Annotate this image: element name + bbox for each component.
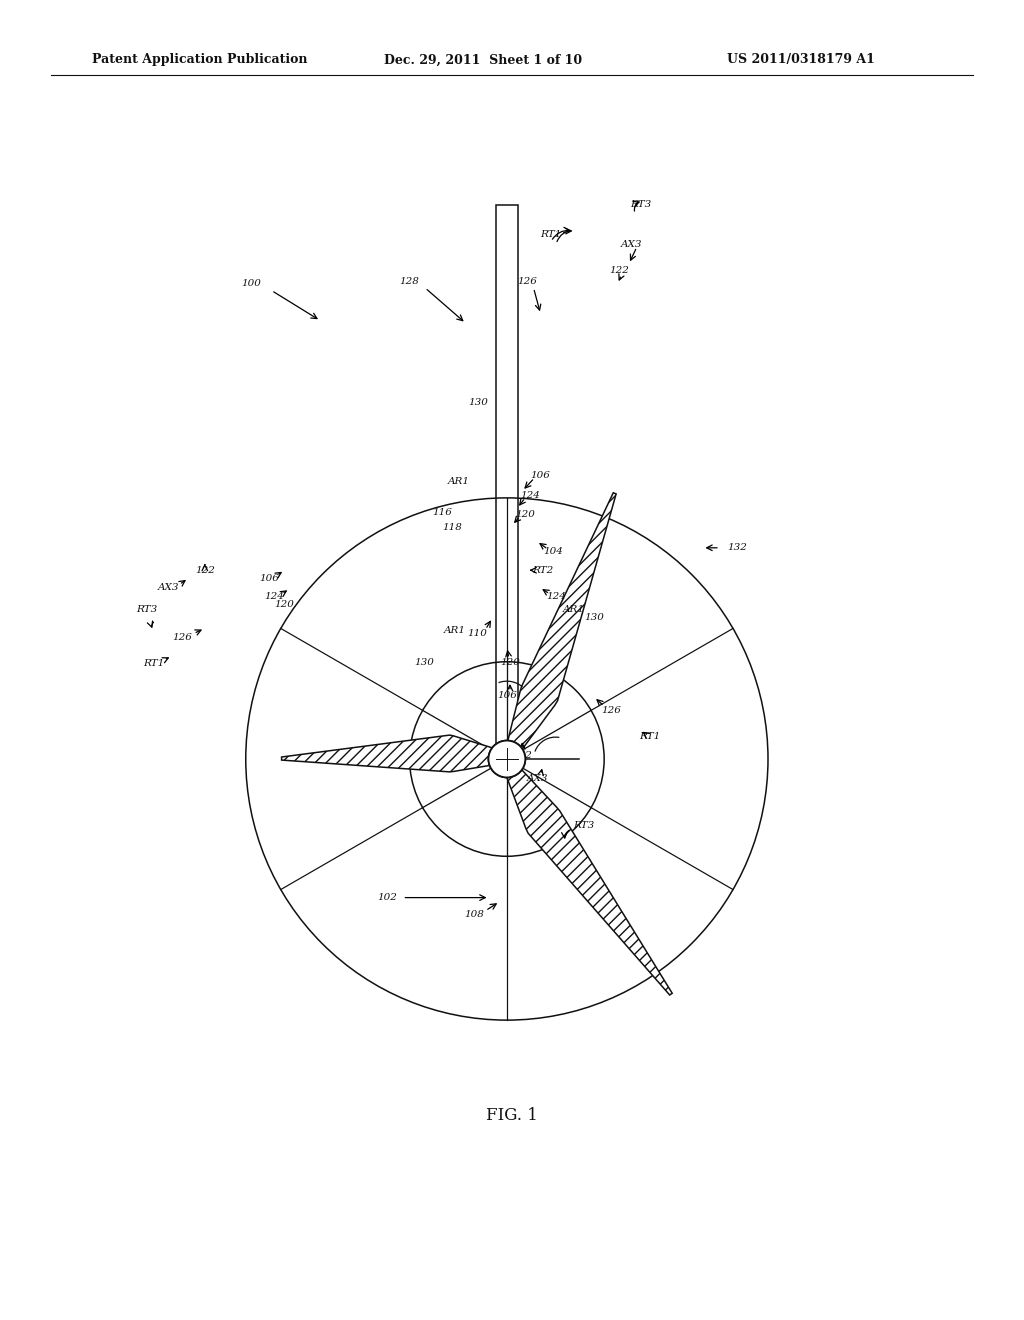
Text: RT1: RT1 — [640, 733, 660, 741]
Polygon shape — [502, 756, 672, 995]
Text: 122: 122 — [195, 566, 215, 574]
Text: 126: 126 — [172, 634, 193, 642]
Text: 130: 130 — [414, 659, 434, 667]
Text: 104: 104 — [543, 548, 563, 556]
Text: 122: 122 — [512, 751, 532, 759]
Text: AX3: AX3 — [527, 775, 548, 783]
Text: 110: 110 — [467, 630, 487, 638]
Text: 120: 120 — [515, 511, 536, 519]
Text: 124: 124 — [520, 491, 541, 499]
Text: 130: 130 — [584, 614, 604, 622]
Text: 120: 120 — [500, 659, 520, 667]
Text: AR1: AR1 — [447, 478, 470, 486]
Text: 126: 126 — [517, 277, 538, 285]
Text: 118: 118 — [442, 524, 463, 532]
Text: AR1: AR1 — [443, 627, 466, 635]
Text: Patent Application Publication: Patent Application Publication — [92, 53, 307, 66]
Text: RT3: RT3 — [573, 821, 594, 829]
Text: 120: 120 — [274, 601, 295, 609]
Text: FIG. 1: FIG. 1 — [486, 1107, 538, 1123]
Polygon shape — [282, 735, 507, 772]
Text: 130: 130 — [468, 399, 488, 407]
Text: AX3: AX3 — [622, 240, 642, 248]
Text: 100: 100 — [241, 280, 261, 288]
Text: 124: 124 — [264, 593, 285, 601]
Circle shape — [488, 741, 525, 777]
Text: 124: 124 — [546, 593, 566, 601]
Text: 132: 132 — [727, 544, 748, 552]
Text: 128: 128 — [399, 277, 420, 285]
Text: 122: 122 — [609, 267, 630, 275]
Text: RT2: RT2 — [532, 566, 553, 574]
Text: AX3: AX3 — [159, 583, 179, 591]
Text: 102: 102 — [377, 894, 397, 902]
Text: US 2011/0318179 A1: US 2011/0318179 A1 — [727, 53, 874, 66]
Text: 116: 116 — [432, 508, 453, 516]
Polygon shape — [496, 205, 518, 759]
Circle shape — [488, 741, 525, 777]
Text: RT3: RT3 — [136, 606, 157, 614]
Text: 106: 106 — [259, 574, 280, 582]
Text: 126: 126 — [601, 706, 622, 714]
Text: Dec. 29, 2011  Sheet 1 of 10: Dec. 29, 2011 Sheet 1 of 10 — [384, 53, 582, 66]
Text: AR1: AR1 — [562, 606, 585, 614]
Text: 106: 106 — [497, 692, 517, 700]
Text: RT3: RT3 — [631, 201, 651, 209]
Text: 108: 108 — [464, 911, 484, 919]
Text: 106: 106 — [530, 471, 551, 479]
Polygon shape — [504, 492, 616, 762]
Text: RT1: RT1 — [541, 231, 561, 239]
Text: RT1: RT1 — [143, 660, 164, 668]
